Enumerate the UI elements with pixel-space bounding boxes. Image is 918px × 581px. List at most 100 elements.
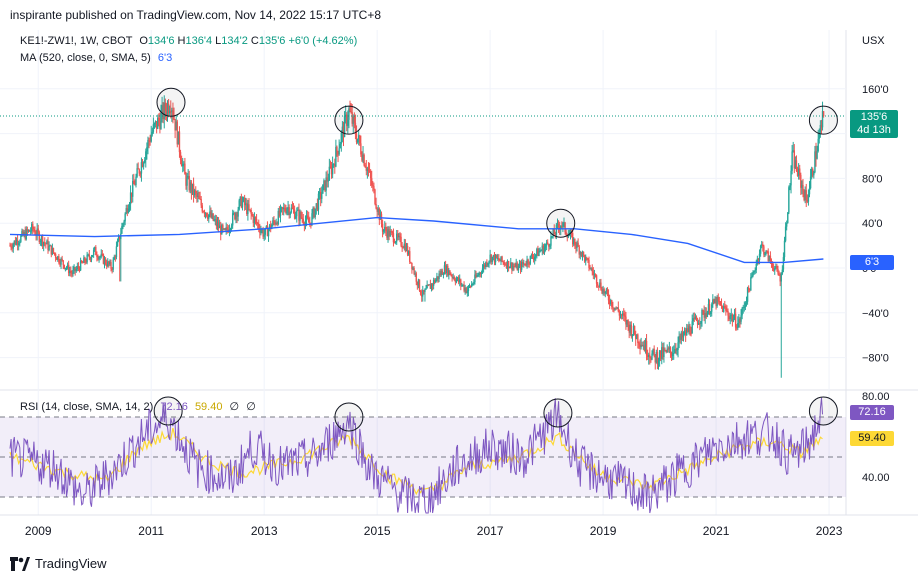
price-tick-label: 80'0 (862, 173, 882, 185)
candle-body (732, 318, 735, 322)
candle-body (504, 264, 507, 266)
candle-body (123, 221, 125, 224)
candle-body (254, 217, 257, 220)
candle-body (389, 231, 391, 237)
candle-body (193, 190, 196, 196)
price-tick-label: 160'0 (862, 84, 889, 96)
rsi-tick-label: 80.00 (862, 391, 890, 403)
price-tick-label: 40'0 (862, 218, 882, 230)
candle-body (711, 304, 713, 312)
ma-label[interactable]: MA (520, close, 0, SMA, 5) (20, 52, 151, 64)
peak-annotations[interactable] (153, 87, 838, 432)
tradingview-logo-icon (10, 556, 30, 571)
candle-body (539, 250, 541, 252)
candle-body (277, 210, 280, 225)
candle-body (385, 226, 387, 232)
candle-body (599, 282, 601, 287)
candle-body (133, 180, 135, 185)
candle-body (585, 257, 587, 262)
candle-body (659, 350, 662, 359)
candle-body (152, 124, 155, 132)
tradingview-logo[interactable]: TradingView (10, 556, 107, 571)
candle-body (315, 203, 318, 209)
high-label: H (177, 35, 186, 47)
candle-body (511, 262, 513, 270)
candle-body (143, 160, 146, 163)
rsi-label[interactable]: RSI (14, close, SMA, 14, 2) (20, 401, 154, 413)
candle-body (262, 229, 264, 237)
symbol-label[interactable]: KE1!-ZW1!, 1W, CBOT (20, 35, 133, 47)
candle-body (187, 176, 189, 178)
candle-body (275, 222, 277, 225)
candle-body (816, 151, 818, 159)
candle-body (246, 203, 248, 215)
candle-body (136, 168, 138, 177)
candle-body (265, 226, 268, 228)
candle-body (207, 216, 209, 219)
candle-body (149, 140, 151, 142)
candle-body (236, 213, 238, 217)
rsi-ma-badge: 59.40 (850, 431, 894, 446)
candle-body (225, 227, 227, 231)
candle-body (538, 251, 540, 256)
candle-body (747, 287, 750, 290)
candle-body (670, 352, 673, 357)
publish-info: inspirante published on TradingView.com,… (10, 8, 382, 22)
candle-body (180, 159, 183, 167)
candle-body (195, 190, 197, 193)
candle-body (252, 215, 255, 223)
time-axis[interactable]: 2009 2011 2013 2015 2017 2019 2021 2023 (25, 524, 843, 538)
candle-body (101, 253, 104, 255)
candle-body (173, 116, 175, 120)
candle-body (602, 289, 604, 294)
rsi-legend[interactable]: RSI (14, close, SMA, 14, 2) 72.16 59.40 … (20, 400, 256, 413)
candle-body (557, 223, 560, 228)
candle-body (698, 323, 700, 325)
candle-body (188, 176, 190, 191)
currency-label[interactable]: USX (862, 35, 885, 47)
candle-body (264, 227, 266, 235)
candle-body (437, 276, 439, 279)
candle-body (613, 307, 615, 310)
candle-body (453, 276, 455, 280)
candle-body (9, 245, 11, 247)
candle-body (686, 328, 688, 336)
candle-body (393, 242, 396, 244)
candle-body (649, 354, 651, 358)
candle-body (239, 196, 241, 201)
candle-body (324, 180, 326, 191)
rsi-axis[interactable]: 80.00 40.00 (862, 391, 890, 484)
candle-body (480, 273, 483, 275)
candle-body (536, 248, 538, 255)
candle-body (788, 187, 790, 213)
candle-body (329, 166, 332, 168)
candle-body (673, 353, 675, 355)
ma-legend[interactable]: MA (520, close, 0, SMA, 5) 6'3 (20, 52, 172, 64)
candle-body (644, 340, 647, 351)
candle-body (620, 314, 623, 316)
candle-body (787, 212, 789, 223)
candle-body (179, 152, 182, 160)
candle-body (140, 162, 143, 174)
candle-body (576, 242, 578, 249)
last-price-badge: 135'6 4d 13h (850, 110, 898, 138)
candle-body (763, 246, 765, 255)
candle-body (107, 261, 109, 267)
candle-body (151, 131, 154, 135)
candle-body (71, 272, 73, 275)
candle-body (804, 190, 806, 200)
candle-body (700, 321, 702, 324)
candle-body (98, 257, 100, 260)
low-label: L (215, 35, 222, 47)
rsi-ma-line (9, 427, 823, 496)
candle-body (165, 111, 168, 115)
candle-body (247, 204, 249, 215)
symbol-legend[interactable]: KE1!-ZW1!, 1W, CBOT O134'6 H136'4 L134'2… (20, 35, 357, 47)
candle-body (353, 116, 356, 123)
candle-body (364, 165, 366, 168)
candle-body (731, 314, 734, 322)
candle-body (785, 222, 788, 227)
rsi-peak-circle (808, 396, 838, 426)
candle-body (488, 261, 490, 264)
